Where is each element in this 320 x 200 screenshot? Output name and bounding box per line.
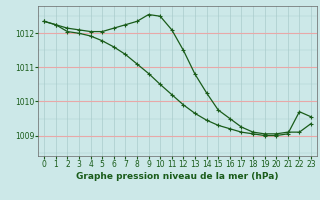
X-axis label: Graphe pression niveau de la mer (hPa): Graphe pression niveau de la mer (hPa) xyxy=(76,172,279,181)
